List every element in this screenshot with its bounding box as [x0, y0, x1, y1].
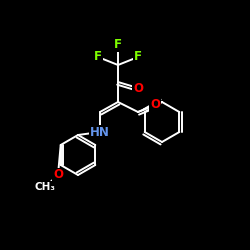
Text: CH₃: CH₃ [34, 182, 56, 192]
Text: HN: HN [90, 126, 110, 138]
Text: F: F [94, 50, 102, 64]
Text: O: O [150, 98, 160, 112]
Text: F: F [134, 50, 142, 64]
Text: O: O [133, 82, 143, 94]
Text: F: F [114, 38, 122, 52]
Text: O: O [53, 168, 63, 181]
